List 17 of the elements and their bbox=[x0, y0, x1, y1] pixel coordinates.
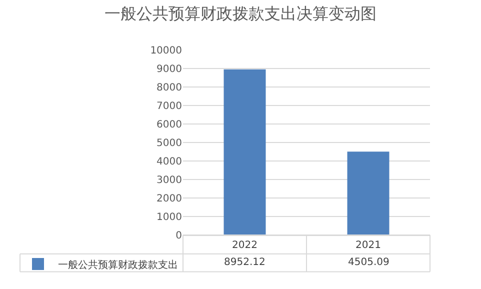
y-tick-label: 2000 bbox=[156, 194, 182, 204]
y-tick-label: 6000 bbox=[156, 120, 182, 130]
y-tick-label: 9000 bbox=[156, 64, 182, 75]
x-tick-label: 2021 bbox=[356, 240, 381, 251]
y-tick-label: 3000 bbox=[156, 175, 182, 186]
legend-label: 一般公共预算财政拨款支出 bbox=[58, 258, 178, 271]
y-tick-label: 5000 bbox=[156, 138, 182, 149]
data-label: 8952.12 bbox=[224, 257, 266, 268]
chart-title: 一般公共预算财政拨款支出决算变动图 bbox=[104, 4, 376, 24]
y-tick-label: 8000 bbox=[156, 82, 182, 94]
y-tick-label: 1000 bbox=[156, 212, 182, 223]
y-tick-label: 4000 bbox=[156, 156, 182, 168]
y-tick-label: 0 bbox=[176, 230, 182, 242]
y-tick-label: 7000 bbox=[156, 101, 182, 112]
data-label: 4505.09 bbox=[348, 257, 390, 268]
y-tick-label: 10000 bbox=[150, 46, 182, 56]
x-tick-label: 2022 bbox=[232, 240, 258, 251]
